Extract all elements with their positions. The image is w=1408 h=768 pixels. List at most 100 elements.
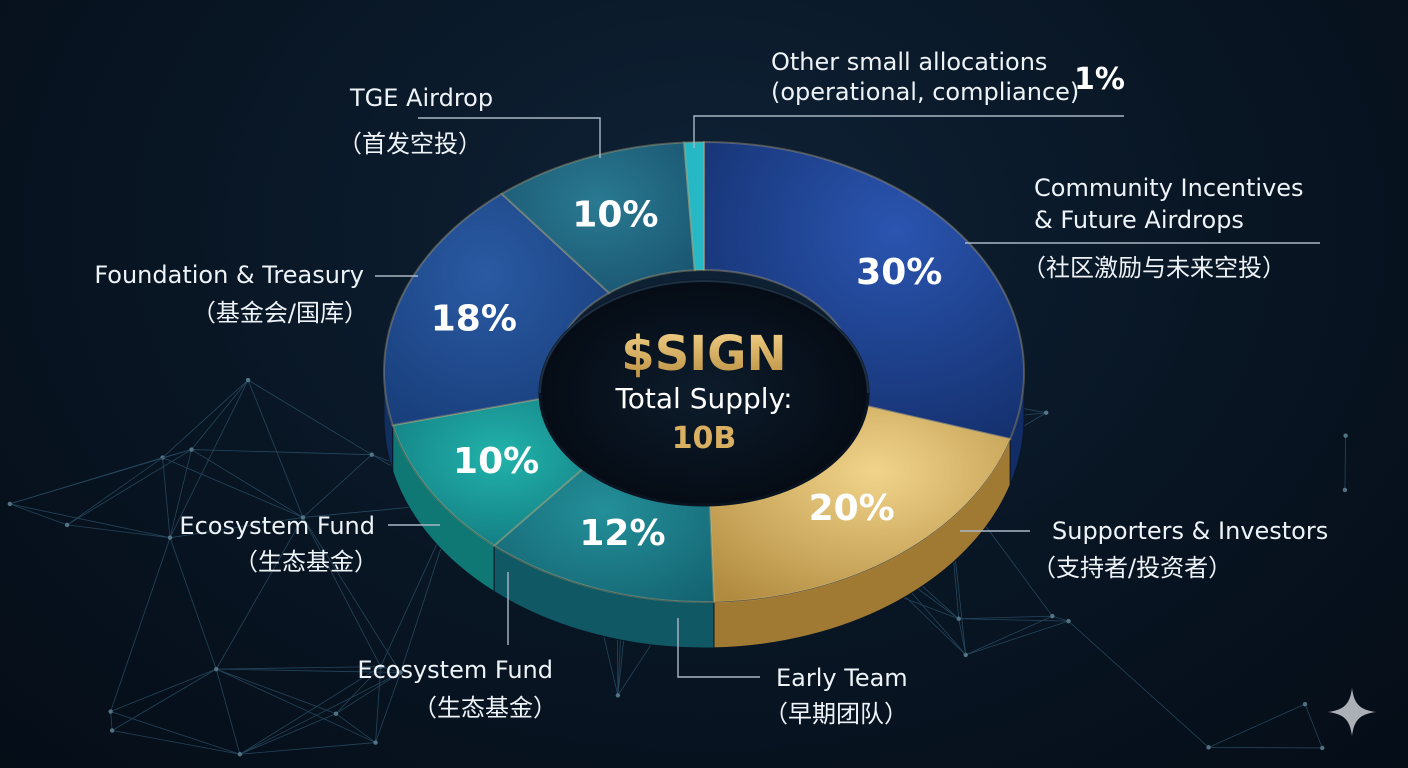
network-line [169, 379, 249, 538]
label-other-line2: (operational, compliance) [771, 78, 1079, 106]
network-line [335, 713, 376, 743]
network-line [215, 517, 304, 670]
network-line [216, 668, 376, 743]
donut-hole-inner-wall [539, 280, 869, 394]
network-line [162, 457, 304, 518]
network-line [216, 666, 381, 670]
network-node [1302, 701, 1308, 707]
label-ecosystem-bottom-line2: （生态基金） [413, 694, 557, 722]
label-community-line2: & Future Airdrops [1034, 206, 1244, 234]
network-line [9, 503, 68, 526]
donut-3d-sides [383, 371, 1025, 649]
network-node [189, 447, 194, 452]
network-line [1344, 435, 1347, 490]
network-line [110, 711, 241, 755]
network-node [7, 501, 13, 507]
label-supporters-line1: Supporters & Investors [1052, 517, 1328, 545]
network-line [958, 618, 967, 655]
label-other-pct: 1% [1074, 62, 1125, 97]
network-line [335, 666, 381, 714]
network-line [239, 672, 401, 755]
network-node [378, 664, 383, 669]
total-supply-value: 10B [672, 421, 737, 456]
network-line [110, 711, 113, 731]
network-node [108, 709, 113, 714]
network-node [167, 535, 173, 540]
network-line [302, 517, 382, 667]
network-line [111, 668, 217, 731]
network-node [1050, 613, 1055, 619]
slice-other [683, 140, 705, 272]
network-node [615, 693, 621, 698]
network-line [216, 668, 401, 673]
label-tge-line2: （首发空投） [338, 130, 482, 158]
network-line [958, 615, 1053, 620]
category-labels: Other small allocations (operational, co… [94, 48, 1328, 728]
label-early-team-line2: （早期团队） [764, 700, 908, 728]
network-line [239, 742, 376, 755]
network-line [169, 449, 192, 538]
network-node [109, 728, 115, 733]
label-other-line1: Other small allocations [771, 48, 1047, 76]
network-node [300, 515, 306, 520]
network-line [169, 537, 217, 670]
network-line [335, 672, 401, 714]
data-label-tge: 10% [572, 195, 658, 236]
label-foundation-line2: （基金会/国库） [192, 299, 368, 327]
label-ecosystem-bottom-line1: Ecosystem Fund [357, 656, 553, 684]
chart-title: $SIGN [621, 326, 786, 382]
network-line [1208, 746, 1323, 749]
network-line [216, 668, 337, 715]
network-line [958, 618, 1069, 622]
network-line [380, 666, 401, 673]
leader-line-early-team [677, 618, 760, 678]
network-node [1206, 745, 1211, 750]
label-tge-line1: TGE Airdrop [349, 84, 493, 112]
data-label-foundation: 18% [431, 298, 517, 339]
network-node [64, 522, 70, 528]
network-line [9, 503, 171, 539]
chart-subtitle: Total Supply: [614, 382, 792, 415]
data-label-supporters: 20% [809, 488, 895, 529]
label-community-line1: Community Incentives [1034, 174, 1304, 202]
network-line [191, 449, 372, 456]
label-community-line3: （社区激励与未来空投） [1022, 254, 1286, 282]
network-line [375, 672, 401, 743]
network-line [9, 449, 192, 505]
network-node [369, 452, 374, 457]
data-label-early-team: 12% [579, 513, 665, 554]
data-label-ecosystem: 10% [453, 441, 539, 482]
network-line [191, 379, 249, 450]
slice-community [703, 140, 1025, 441]
network-line [110, 668, 217, 712]
leader-line-tge [418, 117, 601, 158]
data-label-community: 30% [856, 252, 942, 293]
slice-tge [500, 141, 696, 295]
network-node [1320, 745, 1325, 751]
network-line [965, 615, 1053, 656]
network-line [66, 457, 163, 526]
network-line [162, 379, 249, 458]
network-line [302, 517, 401, 673]
label-foundation-line1: Foundation & Treasury [94, 261, 364, 289]
label-ecosystem-left-line1: Ecosystem Fund [179, 512, 375, 540]
network-line [110, 537, 171, 712]
network-line [375, 666, 382, 743]
network-line [302, 454, 373, 518]
label-ecosystem-left-line2: （生态基金） [234, 548, 378, 576]
leader-lines [375, 115, 1320, 678]
network-line [1068, 620, 1209, 748]
network-node [373, 740, 378, 745]
network-line [215, 669, 241, 755]
network-node [398, 670, 403, 675]
network-node [1043, 410, 1049, 415]
network-line [112, 730, 240, 755]
label-early-team-line1: Early Team [776, 664, 908, 692]
network-line [169, 517, 304, 539]
network-node [1343, 433, 1348, 438]
network-line [965, 620, 1069, 656]
network-line [1304, 704, 1323, 749]
network-line [191, 449, 304, 518]
label-supporters-line2: （支持者/投资者） [1032, 554, 1232, 582]
